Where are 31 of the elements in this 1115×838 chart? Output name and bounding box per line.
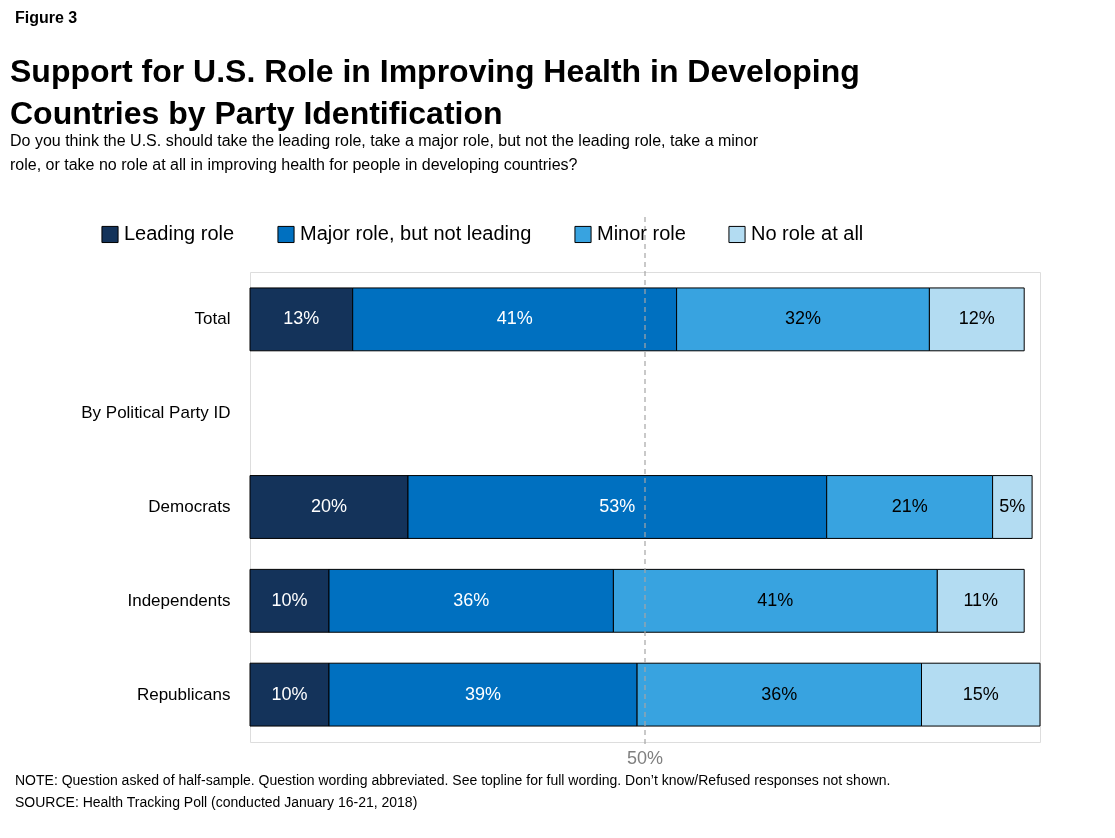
data-label: 21%: [891, 496, 928, 516]
legend-label: No role at all: [751, 222, 864, 245]
ref-line-label: 50%: [626, 748, 664, 768]
y-tick-label: Independents: [127, 590, 231, 610]
legend-label: Minor role: [597, 222, 686, 245]
legend-label: Major role, but not leading: [300, 222, 532, 245]
data-label: 5%: [999, 496, 1026, 516]
data-label: 11%: [963, 589, 999, 610]
data-label: 13%: [283, 308, 320, 329]
data-label: 15%: [962, 683, 999, 704]
source-note: SOURCE: Health Tracking Poll (conducted January 16-21, 2018): [15, 794, 418, 810]
data-label: 10%: [271, 589, 308, 610]
y-tick-label: Republicans: [136, 684, 231, 704]
y-tick-label: Total: [194, 309, 231, 329]
data-label: 10%: [271, 683, 308, 704]
chart-title: Support for U.S. Role in Improving Health in Developing Countries by Party Identification: [10, 53, 860, 131]
y-tick-label: Democrats: [148, 497, 231, 516]
y-tick-label: By Political Party ID: [81, 403, 231, 423]
data-label: 39%: [465, 683, 502, 704]
data-label: 41%: [757, 589, 794, 610]
caption: Figure 3: [15, 9, 78, 26]
data-label: 20%: [310, 496, 348, 516]
legend-label: Leading role: [124, 222, 235, 245]
data-label: 32%: [784, 308, 822, 329]
data-label: 12%: [958, 308, 995, 329]
data-label: 36%: [761, 683, 798, 704]
data-label: 41%: [496, 308, 533, 329]
text: NOTE: Question asked of half-sample. Question wording abbreviated. See topline for full wording. Don’t know/Refused responses not shown.: [15, 772, 891, 788]
data-label: 53%: [599, 496, 636, 516]
chart-subtitle: Do you think the U.S. should take the leading role, take a major role, but not the leading role, take a minor role, or take no role at all in improving health for people in developing countries?: [10, 132, 759, 173]
data-label: 36%: [453, 589, 490, 610]
